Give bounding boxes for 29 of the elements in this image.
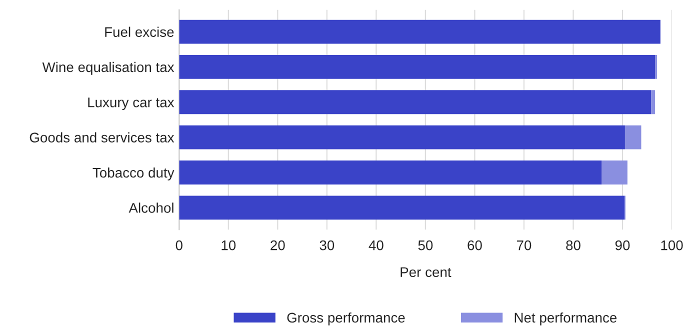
x-tick-label: 80 (566, 240, 580, 250)
bar (179, 125, 625, 150)
x-tick-label: 50 (418, 240, 433, 250)
bar (179, 160, 602, 184)
x-tick-label: 90 (615, 240, 630, 250)
y-tick-label: Tobacco duty (92, 167, 174, 180)
bar (651, 90, 656, 114)
x-tick-label: 0 (176, 240, 182, 250)
y-tick-label: Fuel excise (105, 26, 174, 37)
legend-label: Gross performance (287, 312, 405, 326)
x-tick-label: 30 (320, 240, 334, 250)
y-tick-label: Wine equalisation tax (42, 62, 174, 75)
x-tick-label: 60 (468, 240, 482, 250)
x-axis-title: Per cent (400, 267, 452, 278)
legend-label: Net performance (514, 312, 617, 326)
y-tick-label: Alcohol (128, 202, 174, 213)
x-tick-label: 100 (661, 240, 683, 250)
y-tick-label: Luxury car tax (88, 98, 174, 110)
bar (179, 55, 656, 79)
y-tick-label: Goods and services tax (30, 132, 174, 142)
x-tick-label: 40 (368, 240, 384, 250)
x-tick-label: 20 (270, 240, 285, 250)
bar (602, 160, 628, 184)
bar (179, 90, 652, 114)
x-tick-label: 10 (222, 240, 236, 250)
bar (179, 20, 660, 44)
bar (179, 196, 624, 220)
x-tick-label: 70 (516, 240, 532, 250)
bar (624, 125, 642, 150)
